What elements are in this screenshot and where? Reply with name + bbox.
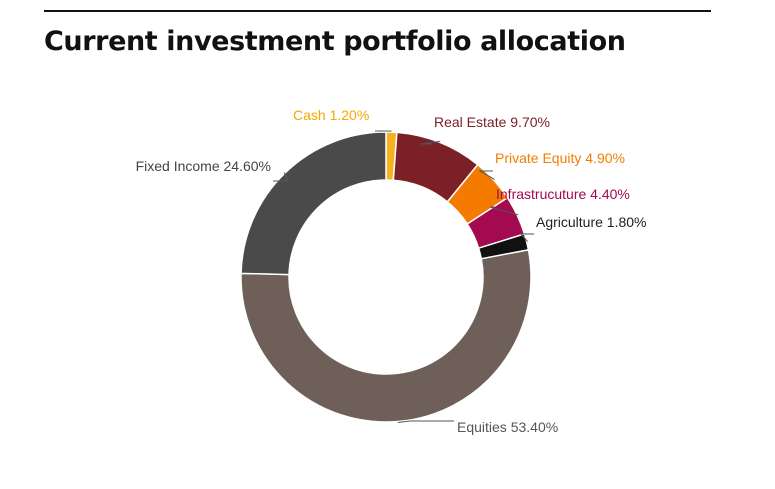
chart-title: Current investment portfolio allocation <box>44 26 626 57</box>
leader-line-fixed-income <box>273 172 289 182</box>
data-label-cash: Cash 1.20% <box>293 107 369 123</box>
data-label-equities: Equities 53.40% <box>457 419 558 435</box>
leader-lines <box>273 130 534 424</box>
data-label-infrastrucuture: Infrastrucuture 4.40% <box>496 186 630 202</box>
slice-fixed-income <box>240 131 387 276</box>
data-label-real-estate: Real Estate 9.70% <box>434 114 550 130</box>
donut-slices <box>240 131 532 423</box>
data-labels: Cash 1.20% Real Estate 9.70% Private Equit… <box>136 107 647 435</box>
data-label-fixed-income: Fixed Income 24.60% <box>136 158 271 174</box>
leader-line-equities <box>397 420 454 424</box>
data-label-private-equity: Private Equity 4.90% <box>495 150 625 166</box>
data-label-agriculture: Agriculture 1.80% <box>536 214 647 230</box>
leader-line-private-equity <box>478 170 495 180</box>
top-rule <box>44 10 711 12</box>
leader-line-agriculture <box>519 233 534 242</box>
slice-equities <box>240 248 532 423</box>
leader-line-infrastrucuture <box>489 206 519 216</box>
leader-line-real-estate <box>420 140 441 145</box>
